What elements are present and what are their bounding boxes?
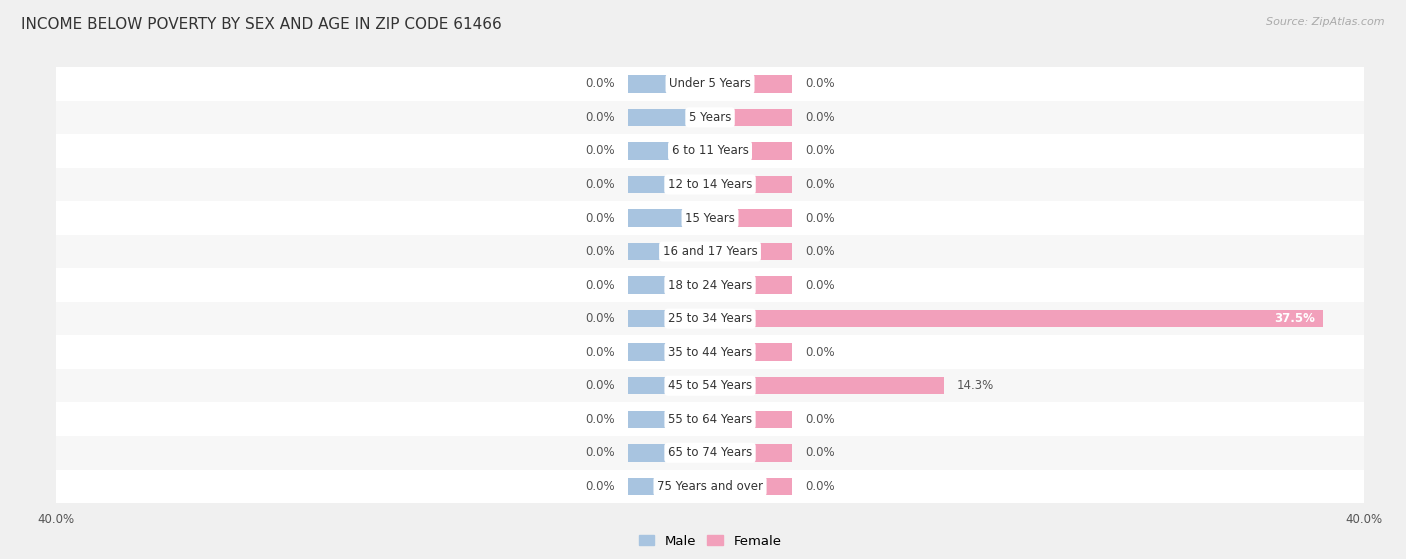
Text: Under 5 Years: Under 5 Years (669, 77, 751, 91)
Text: 45 to 54 Years: 45 to 54 Years (668, 379, 752, 392)
Bar (710, 243, 792, 260)
Text: 0.0%: 0.0% (586, 480, 616, 493)
Text: 0.0%: 0.0% (804, 77, 834, 91)
Bar (710, 410, 792, 428)
Bar (628, 142, 710, 160)
Bar (710, 209, 792, 227)
Text: 0.0%: 0.0% (804, 480, 834, 493)
Text: 0.0%: 0.0% (804, 111, 834, 124)
Bar (628, 243, 710, 260)
Bar (56, 201, 1364, 235)
Bar (56, 470, 1364, 503)
Bar (628, 444, 710, 462)
Bar (628, 343, 710, 361)
Text: 14.3%: 14.3% (957, 379, 994, 392)
Bar (56, 369, 1364, 402)
Text: 0.0%: 0.0% (586, 178, 616, 191)
Text: 37.5%: 37.5% (1274, 312, 1315, 325)
Bar (710, 276, 792, 294)
Bar (710, 75, 792, 93)
Text: Source: ZipAtlas.com: Source: ZipAtlas.com (1267, 17, 1385, 27)
Text: 25 to 34 Years: 25 to 34 Years (668, 312, 752, 325)
Text: 16 and 17 Years: 16 and 17 Years (662, 245, 758, 258)
Text: 0.0%: 0.0% (586, 413, 616, 426)
Bar (628, 108, 710, 126)
Bar (628, 276, 710, 294)
Bar (628, 310, 710, 328)
Bar (56, 101, 1364, 134)
Text: 65 to 74 Years: 65 to 74 Years (668, 446, 752, 459)
Bar (628, 209, 710, 227)
Bar (710, 477, 792, 495)
Bar (710, 343, 792, 361)
Text: 18 to 24 Years: 18 to 24 Years (668, 278, 752, 292)
Text: 15 Years: 15 Years (685, 211, 735, 225)
Text: 0.0%: 0.0% (804, 178, 834, 191)
Text: 75 Years and over: 75 Years and over (657, 480, 763, 493)
Bar (710, 142, 792, 160)
Text: 0.0%: 0.0% (586, 144, 616, 158)
Bar (628, 75, 710, 93)
Bar (56, 268, 1364, 302)
Legend: Male, Female: Male, Female (633, 529, 787, 553)
Bar (628, 377, 710, 395)
Bar (710, 444, 792, 462)
Bar (56, 134, 1364, 168)
Text: 12 to 14 Years: 12 to 14 Years (668, 178, 752, 191)
Text: 0.0%: 0.0% (804, 345, 834, 359)
Text: 0.0%: 0.0% (586, 345, 616, 359)
Bar (628, 410, 710, 428)
Bar (56, 235, 1364, 268)
Bar (56, 335, 1364, 369)
Text: 0.0%: 0.0% (586, 245, 616, 258)
Text: 0.0%: 0.0% (804, 211, 834, 225)
Text: 0.0%: 0.0% (804, 278, 834, 292)
Text: 0.0%: 0.0% (586, 312, 616, 325)
Text: INCOME BELOW POVERTY BY SEX AND AGE IN ZIP CODE 61466: INCOME BELOW POVERTY BY SEX AND AGE IN Z… (21, 17, 502, 32)
Text: 0.0%: 0.0% (586, 446, 616, 459)
Bar (628, 176, 710, 193)
Bar (710, 377, 943, 395)
Text: 0.0%: 0.0% (804, 446, 834, 459)
Bar (56, 402, 1364, 436)
Text: 0.0%: 0.0% (586, 77, 616, 91)
Bar (56, 67, 1364, 101)
Text: 6 to 11 Years: 6 to 11 Years (672, 144, 748, 158)
Text: 0.0%: 0.0% (586, 379, 616, 392)
Bar (710, 108, 792, 126)
Text: 0.0%: 0.0% (586, 111, 616, 124)
Text: 5 Years: 5 Years (689, 111, 731, 124)
Bar (56, 436, 1364, 470)
Bar (56, 168, 1364, 201)
Bar (710, 176, 792, 193)
Text: 0.0%: 0.0% (804, 144, 834, 158)
Text: 55 to 64 Years: 55 to 64 Years (668, 413, 752, 426)
Bar (56, 302, 1364, 335)
Text: 0.0%: 0.0% (586, 211, 616, 225)
Bar (628, 477, 710, 495)
Text: 35 to 44 Years: 35 to 44 Years (668, 345, 752, 359)
Text: 0.0%: 0.0% (804, 245, 834, 258)
Text: 0.0%: 0.0% (804, 413, 834, 426)
Bar (710, 310, 1323, 328)
Text: 0.0%: 0.0% (586, 278, 616, 292)
